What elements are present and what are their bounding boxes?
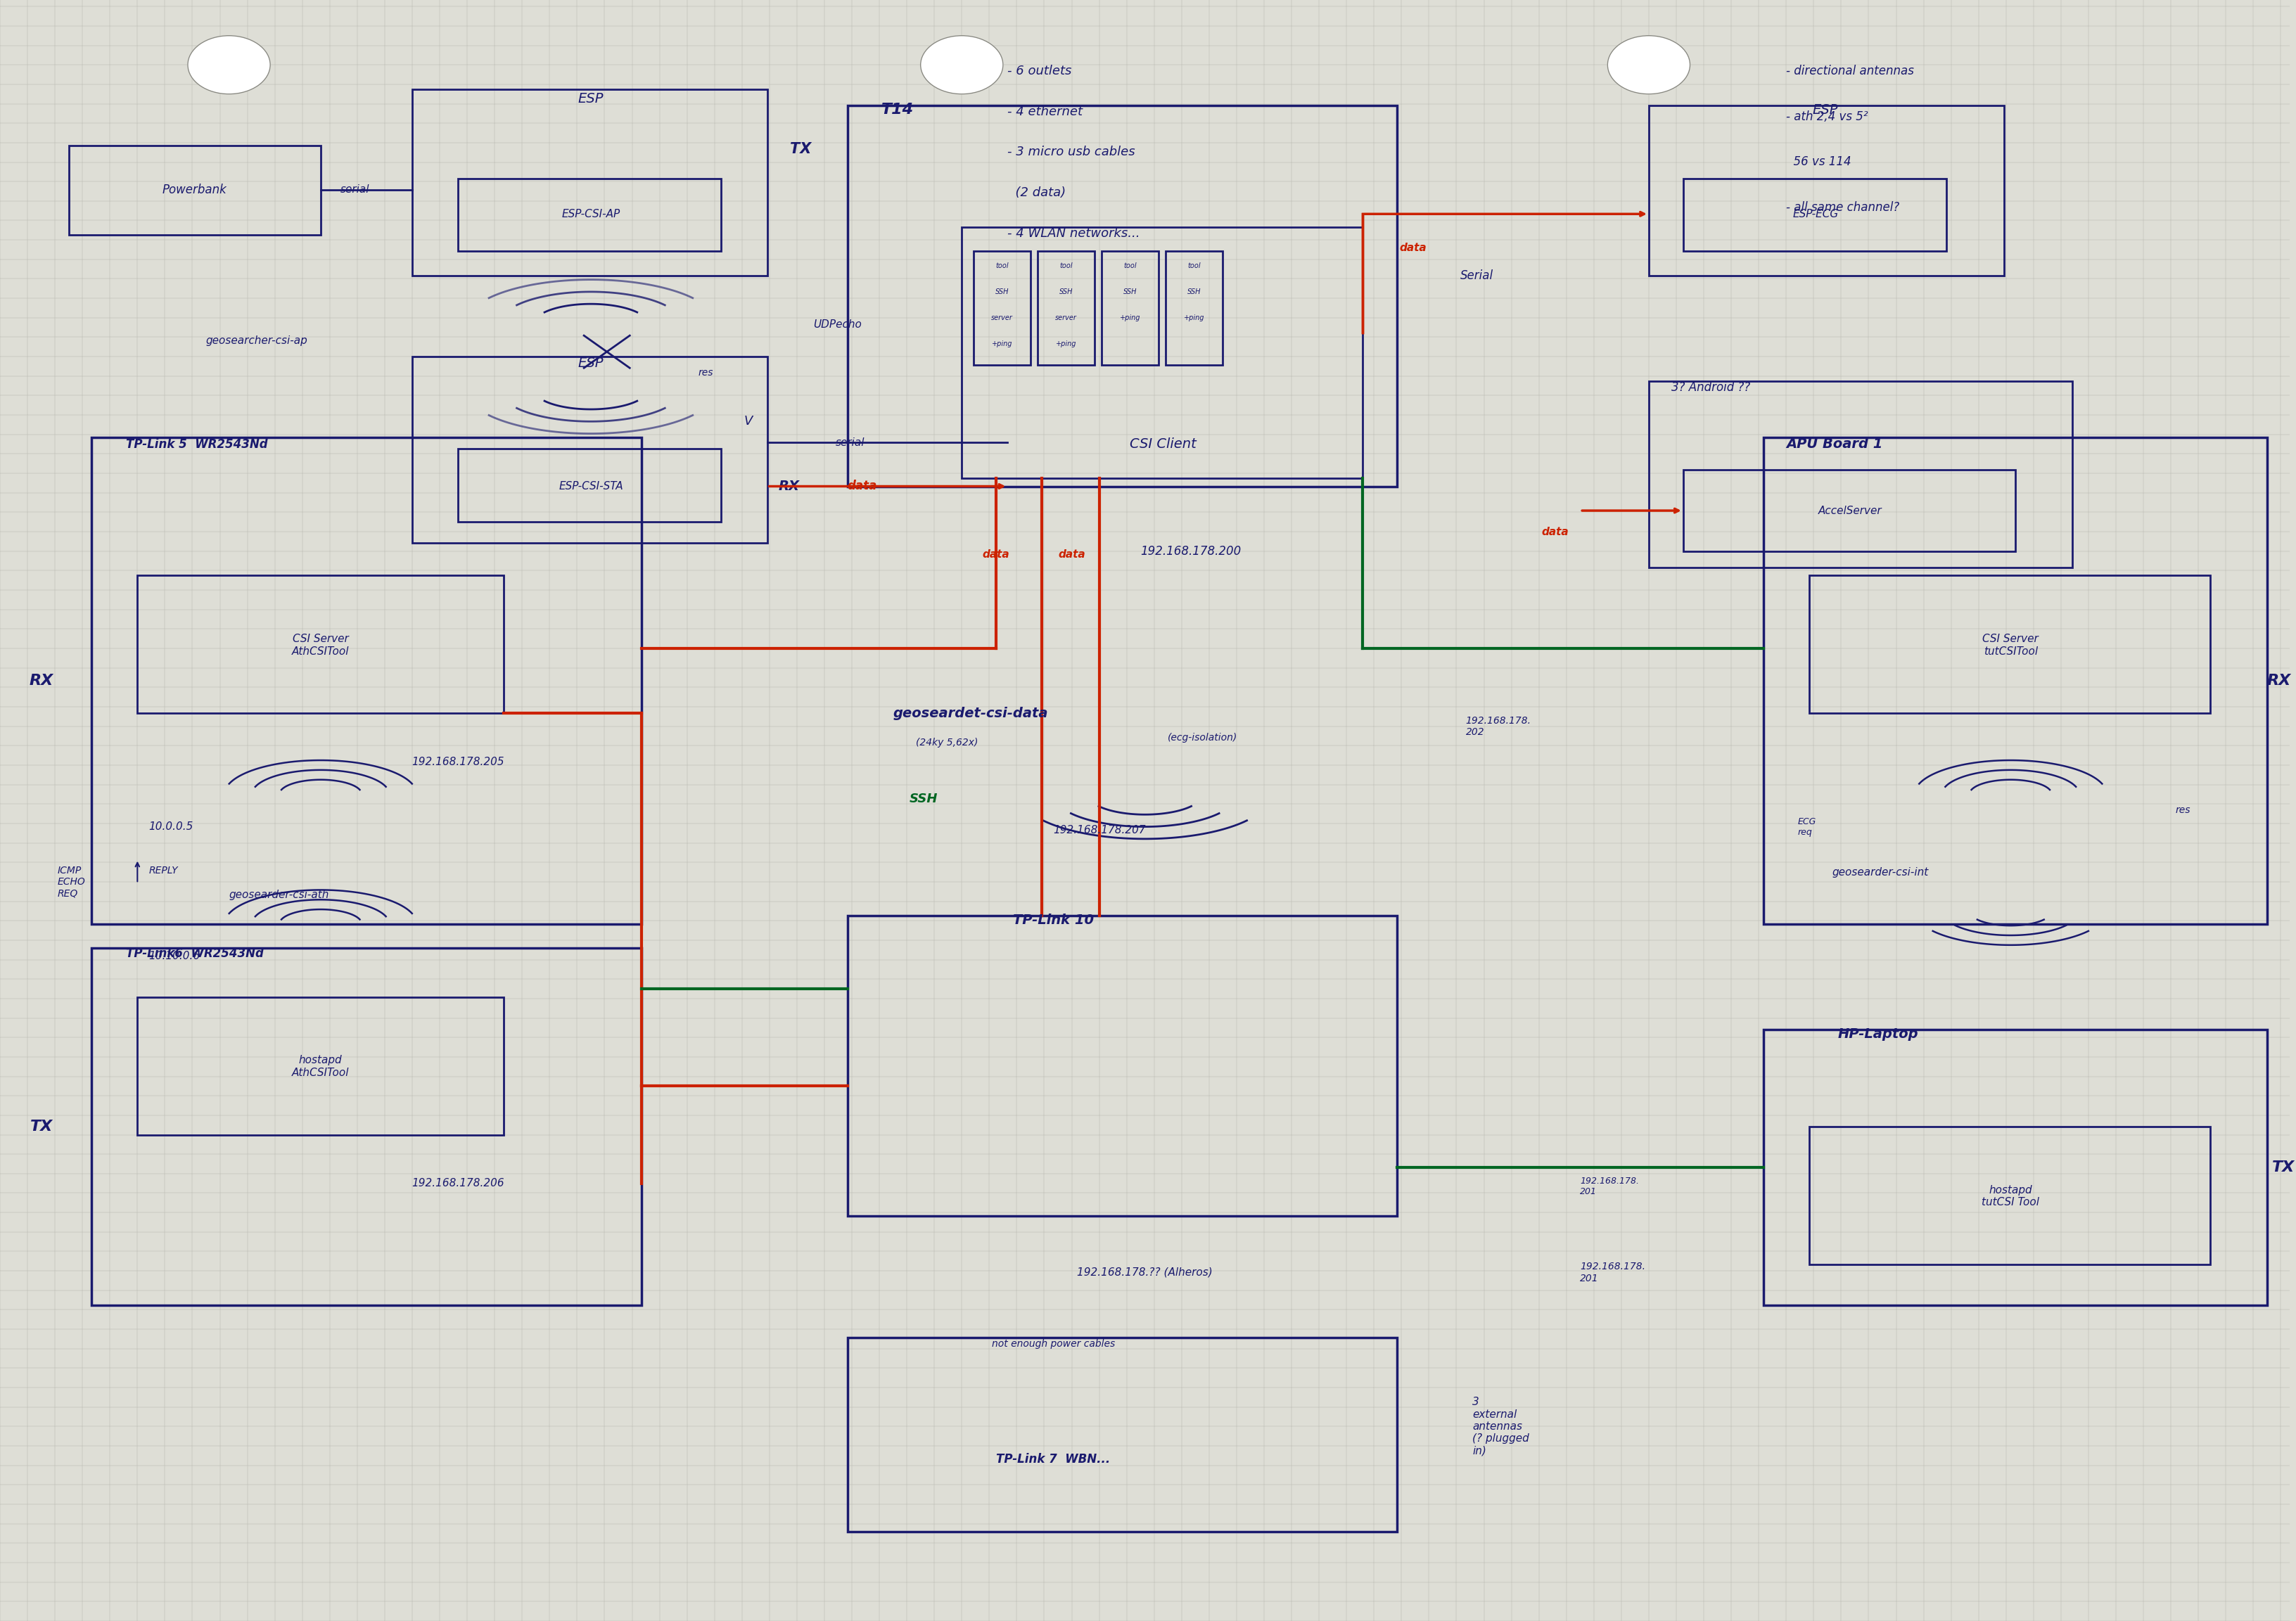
- Text: geosearcher-csi-ap: geosearcher-csi-ap: [207, 336, 308, 345]
- Text: T14: T14: [882, 102, 914, 117]
- Text: RX: RX: [30, 674, 53, 687]
- Text: server: server: [992, 314, 1013, 321]
- Text: serial: serial: [836, 438, 866, 447]
- Text: res: res: [2177, 806, 2190, 815]
- Text: 10.0.0.5: 10.0.0.5: [149, 822, 193, 832]
- Text: ESP: ESP: [579, 357, 604, 370]
- Text: - directional antennas: - directional antennas: [1786, 65, 1915, 78]
- Text: ECG
req: ECG req: [1798, 817, 1816, 836]
- Text: geoseardet-csi-data: geoseardet-csi-data: [893, 707, 1049, 720]
- Text: Serial: Serial: [1460, 269, 1495, 282]
- Text: Powerbank: Powerbank: [163, 183, 227, 196]
- Text: - all same channel?: - all same channel?: [1786, 201, 1899, 214]
- Circle shape: [1607, 36, 1690, 94]
- Text: 192.168.178.207: 192.168.178.207: [1054, 825, 1146, 835]
- Text: - 3 micro usb cables: - 3 micro usb cables: [1008, 146, 1134, 159]
- Text: (ecg-isolation): (ecg-isolation): [1169, 733, 1238, 742]
- Text: geosearder-csi-ath: geosearder-csi-ath: [230, 890, 328, 900]
- Text: res: res: [698, 368, 714, 378]
- Text: SSH: SSH: [909, 793, 937, 806]
- Text: data: data: [847, 480, 877, 493]
- Text: hostapd
AthCSITool: hostapd AthCSITool: [292, 1055, 349, 1078]
- Text: tool: tool: [996, 263, 1008, 269]
- Text: TP-Link 5  WR2543Nd: TP-Link 5 WR2543Nd: [126, 438, 269, 451]
- Text: 192.168.178.206: 192.168.178.206: [411, 1178, 505, 1188]
- Text: 192.168.178.
201: 192.168.178. 201: [1580, 1261, 1646, 1284]
- Circle shape: [188, 36, 271, 94]
- Text: SSH: SSH: [994, 289, 1008, 295]
- Text: (24ky 5,62x): (24ky 5,62x): [916, 738, 978, 747]
- Text: TP-Link6  WR2543Nd: TP-Link6 WR2543Nd: [126, 947, 264, 960]
- Text: tool: tool: [1123, 263, 1137, 269]
- Text: V: V: [744, 415, 753, 428]
- Text: +ping: +ping: [1120, 314, 1141, 321]
- Text: 192.168.178.
201: 192.168.178. 201: [1580, 1177, 1639, 1196]
- Text: data: data: [1541, 527, 1568, 537]
- Text: - 4 ethernet: - 4 ethernet: [1008, 105, 1084, 118]
- Text: tool: tool: [1187, 263, 1201, 269]
- Text: tool: tool: [1058, 263, 1072, 269]
- Text: CSI Server
AthCSITool: CSI Server AthCSITool: [292, 634, 349, 657]
- Text: RX: RX: [778, 480, 799, 493]
- Text: ESP: ESP: [579, 92, 604, 105]
- Text: UDPecho: UDPecho: [813, 319, 861, 329]
- Text: server: server: [1056, 314, 1077, 321]
- Text: RX: RX: [2266, 674, 2291, 687]
- Text: hostapd
tutCSI Tool: hostapd tutCSI Tool: [1981, 1185, 2039, 1208]
- Text: HP-Laptop: HP-Laptop: [1837, 1028, 1917, 1041]
- Text: 192.168.178.205: 192.168.178.205: [411, 757, 505, 767]
- Text: 192.168.178.200: 192.168.178.200: [1141, 545, 1242, 558]
- Text: data: data: [983, 550, 1010, 559]
- Text: SSH: SSH: [1058, 289, 1072, 295]
- Text: not enough power cables: not enough power cables: [992, 1339, 1116, 1349]
- Text: 3? Android ??: 3? Android ??: [1671, 381, 1750, 394]
- Text: TP-Link 7  WBN...: TP-Link 7 WBN...: [996, 1452, 1111, 1465]
- Text: TX: TX: [30, 1120, 53, 1133]
- Text: TP-Link 10: TP-Link 10: [1013, 914, 1093, 927]
- Text: ESP-CSI-AP: ESP-CSI-AP: [563, 209, 620, 219]
- Text: TX: TX: [790, 143, 810, 156]
- Text: APU Board 1: APU Board 1: [1786, 438, 1883, 451]
- Text: CSI Client: CSI Client: [1130, 438, 1196, 451]
- Text: 192.168.178.?? (Alheros): 192.168.178.?? (Alheros): [1077, 1268, 1212, 1277]
- Text: TX: TX: [2271, 1161, 2294, 1174]
- Text: 10.10.0.6: 10.10.0.6: [149, 952, 200, 961]
- Text: 192.168.178.
202: 192.168.178. 202: [1465, 715, 1531, 738]
- Text: - 6 outlets: - 6 outlets: [1008, 65, 1072, 78]
- Text: data: data: [1398, 243, 1426, 253]
- Text: 56 vs 114: 56 vs 114: [1786, 156, 1851, 169]
- Text: CSI Server
tutCSITool: CSI Server tutCSITool: [1981, 634, 2039, 657]
- Text: - 4 WLAN networks...: - 4 WLAN networks...: [1008, 227, 1141, 240]
- Text: data: data: [1058, 550, 1086, 559]
- Text: 3
external
antennas
(? plugged
in): 3 external antennas (? plugged in): [1472, 1397, 1529, 1456]
- Text: +ping: +ping: [992, 340, 1013, 347]
- Text: geosearder-csi-int: geosearder-csi-int: [1832, 867, 1929, 877]
- Circle shape: [921, 36, 1003, 94]
- Text: serial: serial: [340, 185, 370, 195]
- Text: ESP: ESP: [1812, 104, 1839, 117]
- Text: +ping: +ping: [1185, 314, 1205, 321]
- Text: ESP-CSI-STA: ESP-CSI-STA: [558, 481, 622, 491]
- Text: ESP-ECG: ESP-ECG: [1793, 209, 1839, 219]
- Text: - ath 2,4 vs 5²: - ath 2,4 vs 5²: [1786, 110, 1869, 123]
- Text: (2 data): (2 data): [1008, 186, 1065, 199]
- Text: ICMP
ECHO
REQ: ICMP ECHO REQ: [57, 866, 85, 898]
- Text: +ping: +ping: [1056, 340, 1077, 347]
- Text: REPLY: REPLY: [149, 866, 179, 875]
- Text: SSH: SSH: [1123, 289, 1137, 295]
- Text: SSH: SSH: [1187, 289, 1201, 295]
- Text: AccelServer: AccelServer: [1818, 506, 1883, 515]
